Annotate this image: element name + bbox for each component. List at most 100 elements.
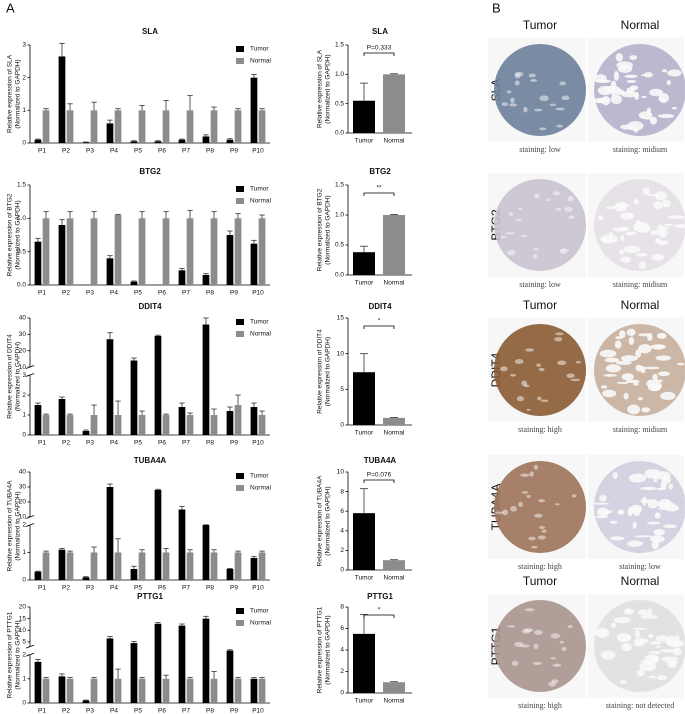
- y-axis-label: Relative expression of PTTG1: [317, 606, 324, 693]
- y-axis-label: Relative expression of DDIT4: [317, 329, 324, 414]
- tissue-texture: [532, 253, 538, 259]
- tissue-texture: [635, 349, 642, 358]
- panel-label: A: [6, 0, 15, 15]
- y-tick-label: 10: [337, 350, 345, 357]
- tissue-texture: [655, 635, 670, 642]
- y-tick-label: 0.5: [17, 248, 26, 255]
- tissue-texture: [650, 535, 665, 543]
- tissue-texture: [605, 364, 622, 373]
- tissue-texture: [619, 330, 626, 339]
- bar: [250, 678, 258, 703]
- tissue-texture: [557, 360, 567, 366]
- tissue-texture: [644, 468, 662, 479]
- tissue-texture: [518, 501, 523, 508]
- y-axis-label: (Normalized to GAPDH): [15, 491, 22, 560]
- tissue-texture: [641, 407, 651, 413]
- x-tick-label: P4: [110, 708, 118, 714]
- tissue-texture: [568, 215, 575, 219]
- tissue-texture: [635, 364, 643, 372]
- legend-label: Tumor: [250, 46, 269, 53]
- tissue-core: [594, 324, 685, 416]
- y-tick-label: 8: [340, 488, 344, 495]
- tissue-texture: [552, 663, 562, 667]
- y-tick-label: 1.0: [335, 71, 344, 78]
- y-tick-label: 1: [22, 676, 26, 683]
- tissue-texture: [638, 261, 647, 270]
- x-tick-label: P6: [158, 148, 166, 155]
- tissue-texture: [507, 249, 516, 256]
- bar: [210, 218, 218, 285]
- tissue-core: [594, 179, 685, 271]
- x-tick-label: P7: [182, 708, 190, 714]
- y-tick-label: 0: [22, 700, 26, 707]
- tissue-texture: [657, 224, 664, 230]
- tissue-texture: [657, 114, 675, 119]
- x-tick-label: P9: [230, 290, 238, 297]
- y-axis-label: Relative expression of PTTG1: [7, 611, 14, 698]
- tissue-texture: [603, 374, 617, 377]
- tissue-texture: [623, 392, 629, 400]
- bar: [162, 415, 170, 435]
- tissue-texture: [655, 645, 661, 648]
- tissue-texture: [594, 515, 608, 519]
- x-tick-label: P10: [252, 290, 264, 297]
- tissue-texture: [640, 486, 658, 491]
- bar: [42, 678, 50, 703]
- tissue-texture: [604, 357, 620, 363]
- tissue-texture: [668, 483, 674, 490]
- panel-label: B: [492, 0, 501, 15]
- bar: [234, 405, 242, 435]
- x-tick-label: P8: [206, 585, 214, 592]
- tissue-texture: [626, 379, 640, 384]
- tissue-texture: [537, 396, 542, 401]
- tissue-texture: [634, 198, 639, 205]
- tissue-texture: [615, 53, 623, 62]
- tissue-texture: [614, 204, 631, 207]
- bar: [202, 324, 210, 435]
- tissue-texture: [661, 199, 671, 208]
- bar: [154, 335, 162, 435]
- legend-label: Tumor: [250, 319, 269, 326]
- tissue-texture: [538, 525, 546, 529]
- tissue-core: [592, 44, 685, 136]
- bar: [353, 513, 375, 570]
- bar: [82, 142, 90, 143]
- tissue-texture: [614, 202, 625, 212]
- bar: [202, 275, 210, 285]
- y-tick-label: 20: [19, 347, 27, 354]
- bar: [383, 417, 405, 425]
- tissue-texture: [534, 513, 543, 518]
- y-tick-label: 1.5: [17, 182, 26, 189]
- tissue-texture: [538, 367, 545, 372]
- bar: [114, 678, 122, 703]
- tissue-texture: [600, 385, 608, 389]
- tissue-texture: [625, 231, 637, 236]
- y-tick-label: 0: [22, 577, 26, 584]
- tissue-texture: [662, 524, 678, 529]
- bar: [34, 405, 42, 435]
- tissue-texture: [533, 247, 539, 251]
- tissue-texture: [626, 540, 643, 548]
- tissue-texture: [534, 629, 543, 636]
- bar: [226, 411, 234, 435]
- tissue-texture: [632, 521, 637, 529]
- tissue-texture: [635, 224, 651, 233]
- tissue-texture: [539, 95, 549, 102]
- y-tick-label: 0: [22, 140, 26, 147]
- x-tick-label: P10: [252, 440, 264, 447]
- bar: [106, 638, 114, 703]
- bar: [90, 110, 98, 143]
- tissue-texture: [656, 332, 667, 339]
- legend-swatch: [236, 46, 244, 52]
- significance-bracket: [363, 325, 395, 329]
- bar: [58, 676, 66, 703]
- tissue-texture: [655, 355, 672, 361]
- tissue-texture: [661, 69, 668, 73]
- tissue-texture: [531, 545, 538, 549]
- column-header: Normal: [621, 18, 660, 32]
- tissue-texture: [635, 220, 641, 224]
- bar: [138, 415, 146, 435]
- tissue-texture: [516, 396, 525, 402]
- x-tick-label: P10: [252, 148, 264, 155]
- tissue-texture: [517, 207, 523, 210]
